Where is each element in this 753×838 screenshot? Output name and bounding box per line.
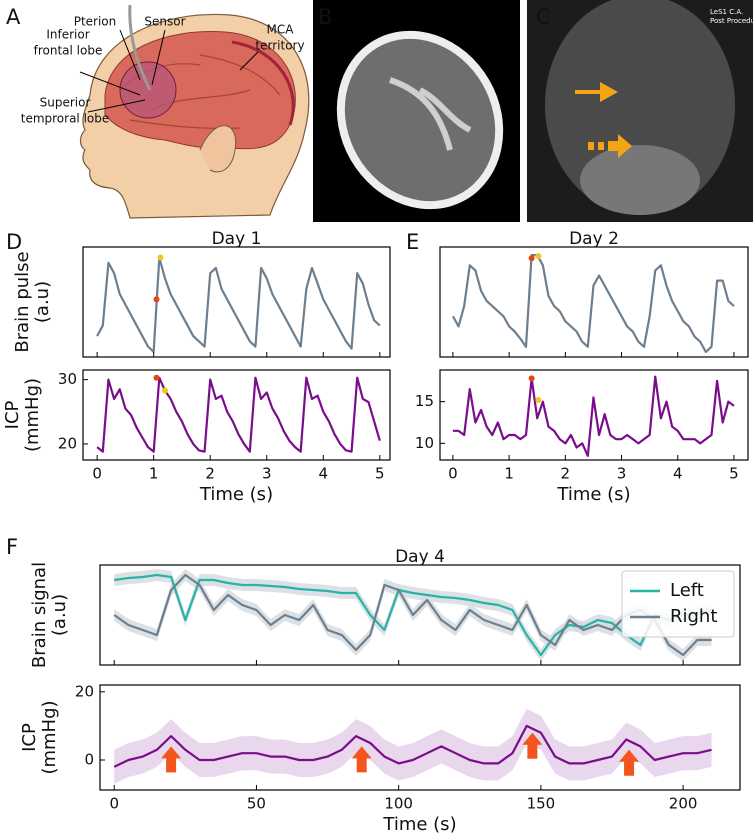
y-axis-label: ICP — [2, 400, 23, 429]
annotation-arrow — [522, 732, 543, 759]
x-tick-label: 0 — [109, 795, 119, 813]
head-illustration — [79, 4, 310, 219]
x-tick-label: 200 — [669, 795, 698, 813]
illustration-label: territory — [255, 39, 304, 53]
panel-letter: B — [318, 5, 332, 29]
annotation-arrow — [161, 746, 182, 773]
marker-point — [535, 253, 542, 260]
marker-point — [528, 375, 535, 382]
illustration-label: temproral lobe — [21, 112, 110, 126]
axes-frame — [439, 369, 749, 461]
x-axis-label: Time (s) — [382, 814, 456, 835]
xray-image: LeS1 C.A. Post Procedure — [527, 0, 753, 222]
panel-letter: A — [6, 5, 21, 29]
plot-area — [113, 569, 712, 661]
sensor-cable — [128, 4, 152, 91]
data-line — [113, 573, 712, 657]
y-tick-label: 30 — [58, 370, 77, 388]
x-tick-label: 4 — [673, 465, 683, 483]
y-axis-label: (a.u) — [49, 594, 70, 636]
data-line — [113, 724, 712, 768]
marker-point — [157, 254, 164, 261]
legend-label: Left — [670, 580, 704, 601]
sensor-region — [119, 61, 177, 119]
legend-label: Right — [670, 606, 717, 627]
annotation-arrow — [619, 749, 640, 776]
x-tick-label: 1 — [504, 465, 514, 483]
plot-area — [96, 374, 381, 453]
illustration-label: Pterion — [74, 15, 117, 29]
xray-caption: Post Procedure — [710, 17, 753, 25]
plot-area — [451, 253, 735, 354]
brain — [104, 31, 296, 150]
xray-caption: LeS1 C.A. — [710, 8, 743, 16]
data-line — [452, 375, 735, 457]
panel-letter: E — [406, 230, 419, 254]
plot-area — [452, 375, 735, 457]
illustration-label: Superior — [40, 96, 91, 110]
y-axis-label: (a.u) — [32, 281, 53, 323]
x-tick-label: 5 — [729, 465, 739, 483]
annotation-arrow — [351, 746, 372, 773]
leader-lines — [79, 29, 259, 113]
chart-title: Day 2 — [569, 229, 619, 249]
y-axis-label: (mmHg) — [22, 378, 43, 452]
axes-frame — [99, 684, 741, 791]
panel-letter: F — [6, 535, 18, 559]
chart-title: Day 4 — [395, 547, 445, 567]
axes-frame — [439, 246, 749, 358]
y-axis-label: (mmHg) — [39, 700, 60, 774]
chart-title: Day 1 — [212, 229, 262, 249]
axes-frame — [82, 369, 391, 461]
x-tick-label: 150 — [527, 795, 556, 813]
axes-frame — [99, 564, 741, 666]
plot-area — [113, 708, 712, 784]
ct-image — [313, 0, 520, 222]
x-tick-label: 2 — [561, 465, 571, 483]
panel-letter: D — [6, 230, 22, 254]
data-line — [96, 376, 381, 453]
axes-frame — [82, 246, 391, 358]
x-tick-label: 0 — [92, 465, 102, 483]
illustration-label: Inferior — [46, 28, 89, 42]
plot-area — [96, 254, 381, 353]
illustration-label: Sensor — [144, 15, 185, 29]
x-tick-label: 2 — [205, 465, 215, 483]
data-line — [451, 254, 735, 354]
y-tick-label: 20 — [75, 682, 94, 700]
data-line — [96, 256, 381, 353]
x-tick-label: 50 — [247, 795, 266, 813]
x-tick-label: 3 — [617, 465, 627, 483]
y-tick-label: 15 — [415, 392, 434, 410]
x-tick-label: 5 — [375, 465, 385, 483]
x-tick-label: 4 — [319, 465, 329, 483]
panel-letter: C — [536, 5, 551, 29]
y-axis-label: Brain signal — [29, 562, 50, 668]
x-axis-label: Time (s) — [199, 484, 273, 505]
marker-point — [153, 374, 160, 381]
spread-band — [114, 708, 712, 784]
ear — [199, 125, 237, 173]
illustration-label: MCA — [267, 23, 295, 37]
y-axis-label: ICP — [19, 723, 40, 752]
marker-point — [535, 397, 542, 403]
x-axis-label: Time (s) — [556, 484, 630, 505]
y-tick-label: 20 — [58, 434, 77, 452]
x-tick-label: 0 — [448, 465, 458, 483]
y-tick-label: 10 — [415, 434, 434, 452]
marker-point — [528, 255, 535, 262]
x-tick-label: 3 — [262, 465, 272, 483]
marker-point — [153, 296, 160, 303]
x-tick-label: 1 — [149, 465, 159, 483]
illustration-label: frontal lobe — [34, 44, 103, 58]
data-line — [114, 573, 712, 657]
marker-point — [161, 387, 168, 394]
y-tick-label: 0 — [84, 751, 94, 769]
spread-band — [114, 569, 712, 661]
x-tick-label: 100 — [384, 795, 413, 813]
y-axis-label: Brain pulse — [12, 251, 33, 352]
mca-region — [231, 40, 295, 126]
legend-box — [621, 570, 735, 638]
